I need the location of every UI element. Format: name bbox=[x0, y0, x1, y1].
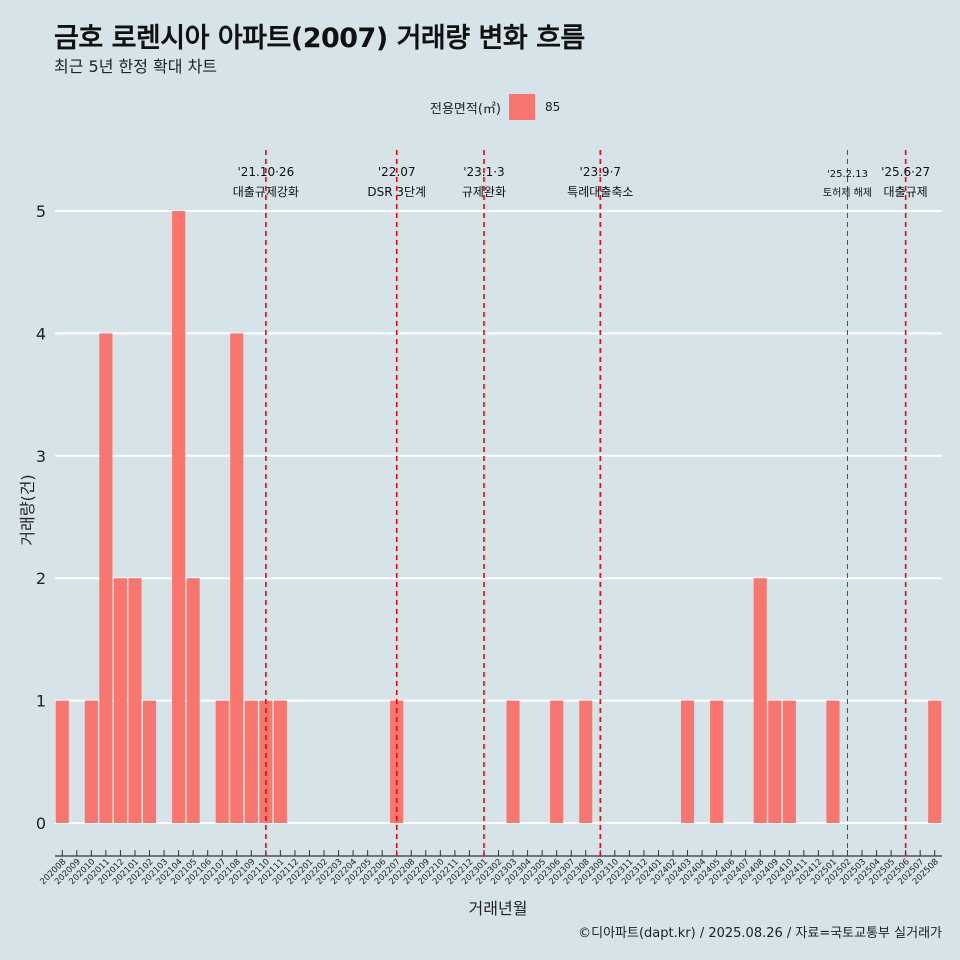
event-date-label: '25.6·27 bbox=[881, 165, 930, 179]
bar bbox=[186, 578, 200, 823]
event-name-label: 대출규제 bbox=[884, 185, 928, 199]
bar bbox=[215, 700, 229, 823]
bar bbox=[84, 700, 98, 823]
bar bbox=[782, 700, 796, 823]
event-name-label: DSR 3단계 bbox=[367, 185, 426, 199]
legend: 전용면적(㎡) 85 bbox=[430, 94, 560, 120]
bar bbox=[753, 578, 767, 823]
bar bbox=[244, 700, 258, 823]
event-date-label: '23.9·7 bbox=[580, 165, 621, 179]
bar bbox=[142, 700, 157, 823]
bar bbox=[273, 700, 287, 823]
event-name-label: 대출규제강화 bbox=[233, 185, 299, 199]
y-tick-label: 3 bbox=[36, 447, 46, 466]
bar bbox=[99, 333, 113, 823]
x-axis-title: 거래년월 bbox=[469, 899, 528, 918]
bar bbox=[826, 700, 840, 823]
bar bbox=[128, 578, 142, 823]
event-date-label: '23.1·3 bbox=[463, 165, 504, 179]
legend-title: 전용면적(㎡) bbox=[430, 101, 501, 117]
bar bbox=[230, 333, 244, 823]
event-name-label: 특례대출축소 bbox=[567, 185, 633, 199]
legend-swatch bbox=[508, 94, 535, 120]
y-tick-label: 2 bbox=[36, 569, 46, 588]
y-tick-label: 4 bbox=[36, 324, 46, 343]
source-caption: ©디아파트(dapt.kr) / 2025.08.26 / 자료=국토교통부 실… bbox=[578, 926, 942, 941]
bar bbox=[55, 700, 69, 823]
bar bbox=[579, 700, 593, 823]
event-date-label: '25.2.13 bbox=[827, 169, 868, 180]
bar bbox=[506, 700, 520, 823]
chart-subtitle: 최근 5년 한정 확대 차트 bbox=[54, 57, 218, 76]
bar bbox=[928, 700, 942, 823]
bar bbox=[113, 578, 127, 823]
bar bbox=[550, 700, 564, 823]
bar bbox=[710, 700, 724, 823]
y-tick-label: 5 bbox=[36, 202, 46, 221]
bar bbox=[259, 700, 273, 823]
event-date-label: '22.07 bbox=[378, 165, 416, 179]
y-axis-title: 거래량(건) bbox=[18, 474, 37, 545]
bar bbox=[390, 700, 404, 823]
event-name-label: 규제완화 bbox=[462, 185, 506, 199]
bar bbox=[172, 211, 186, 823]
legend-item-label: 85 bbox=[544, 100, 561, 114]
event-name-label: 토허제 해제 bbox=[823, 186, 872, 199]
chart-title: 금호 로렌시아 아파트(2007) 거래량 변화 흐름 bbox=[54, 23, 585, 54]
y-tick-label: 1 bbox=[36, 692, 46, 711]
event-date-label: '21.10·26 bbox=[237, 165, 294, 179]
bar bbox=[768, 700, 782, 823]
y-tick-label: 0 bbox=[36, 814, 46, 833]
bar bbox=[680, 700, 695, 823]
